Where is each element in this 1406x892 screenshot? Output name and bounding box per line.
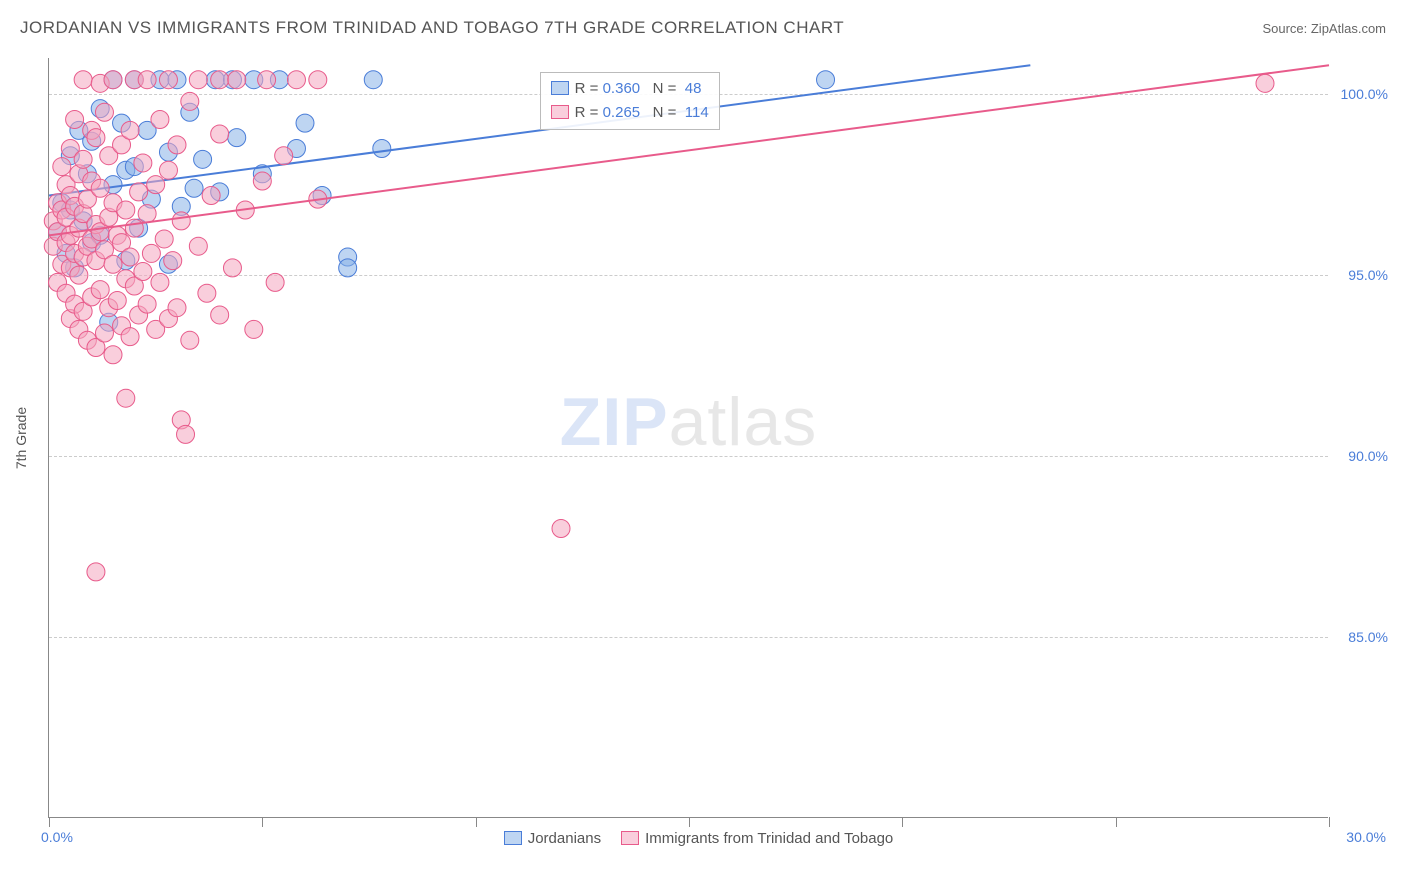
data-point xyxy=(194,150,212,168)
scatter-plot xyxy=(49,58,1328,817)
legend-row: R = 0.265 N = 114 xyxy=(551,101,709,125)
y-tick-label: 85.0% xyxy=(1348,629,1388,645)
legend-swatch xyxy=(504,831,522,845)
data-point xyxy=(108,291,126,309)
data-point xyxy=(87,129,105,147)
stats-legend: R = 0.360 N = 48R = 0.265 N = 114 xyxy=(540,72,720,130)
data-point xyxy=(121,248,139,266)
data-point xyxy=(211,306,229,324)
data-point xyxy=(266,273,284,291)
data-point xyxy=(159,71,177,89)
chart-title: JORDANIAN VS IMMIGRANTS FROM TRINIDAD AN… xyxy=(20,18,844,38)
data-point xyxy=(147,176,165,194)
data-point xyxy=(202,187,220,205)
legend-swatch xyxy=(551,105,569,119)
data-point xyxy=(189,237,207,255)
data-point xyxy=(253,172,271,190)
data-point xyxy=(87,563,105,581)
data-point xyxy=(228,71,246,89)
data-point xyxy=(74,150,92,168)
data-point xyxy=(211,125,229,143)
data-point xyxy=(66,111,84,129)
data-point xyxy=(223,259,241,277)
data-point xyxy=(211,71,229,89)
x-tick xyxy=(689,817,690,827)
x-tick xyxy=(476,817,477,827)
legend-label: Jordanians xyxy=(528,830,601,847)
data-point xyxy=(134,263,152,281)
y-tick-label: 90.0% xyxy=(1348,448,1388,464)
data-point xyxy=(552,519,570,537)
data-point xyxy=(339,259,357,277)
x-tick xyxy=(902,817,903,827)
data-point xyxy=(125,219,143,237)
x-tick xyxy=(1116,817,1117,827)
data-point xyxy=(138,71,156,89)
x-tick xyxy=(262,817,263,827)
data-point xyxy=(185,179,203,197)
data-point xyxy=(91,281,109,299)
data-point xyxy=(104,346,122,364)
x-tick xyxy=(1329,817,1330,827)
data-point xyxy=(121,121,139,139)
data-point xyxy=(177,425,195,443)
plot-area: 7th Grade 85.0%90.0%95.0%100.0% ZIPatlas… xyxy=(48,58,1328,818)
data-point xyxy=(817,71,835,89)
data-point xyxy=(121,328,139,346)
data-point xyxy=(309,71,327,89)
data-point xyxy=(74,71,92,89)
data-point xyxy=(104,255,122,273)
data-point xyxy=(258,71,276,89)
data-point xyxy=(91,179,109,197)
legend-label: Immigrants from Trinidad and Tobago xyxy=(645,830,893,847)
data-point xyxy=(373,139,391,157)
data-point xyxy=(70,266,88,284)
data-point xyxy=(134,154,152,172)
data-point xyxy=(151,111,169,129)
data-point xyxy=(198,284,216,302)
data-point xyxy=(181,92,199,110)
data-point xyxy=(138,205,156,223)
source-label: Source: ZipAtlas.com xyxy=(1262,21,1386,36)
y-tick-label: 95.0% xyxy=(1348,267,1388,283)
data-point xyxy=(287,71,305,89)
data-point xyxy=(138,295,156,313)
data-point xyxy=(164,252,182,270)
data-point xyxy=(104,71,122,89)
y-tick-label: 100.0% xyxy=(1341,86,1388,102)
data-point xyxy=(228,129,246,147)
data-point xyxy=(168,299,186,317)
data-point xyxy=(95,324,113,342)
data-point xyxy=(151,273,169,291)
chart-container: 7th Grade 85.0%90.0%95.0%100.0% ZIPatlas… xyxy=(48,48,1388,838)
data-point xyxy=(245,320,263,338)
legend-swatch xyxy=(621,831,639,845)
data-point xyxy=(275,147,293,165)
data-point xyxy=(364,71,382,89)
data-point xyxy=(189,71,207,89)
data-point xyxy=(155,230,173,248)
data-point xyxy=(142,244,160,262)
legend-swatch xyxy=(551,81,569,95)
data-point xyxy=(117,389,135,407)
data-point xyxy=(296,114,314,132)
y-axis-label: 7th Grade xyxy=(13,406,29,468)
data-point xyxy=(117,201,135,219)
data-point xyxy=(53,158,71,176)
x-max-label: 30.0% xyxy=(1346,829,1386,845)
data-point xyxy=(1256,74,1274,92)
series-legend: Jordanians Immigrants from Trinidad and T… xyxy=(49,830,1328,847)
legend-row: R = 0.360 N = 48 xyxy=(551,77,709,101)
data-point xyxy=(95,103,113,121)
data-point xyxy=(159,161,177,179)
data-point xyxy=(130,183,148,201)
data-point xyxy=(168,136,186,154)
data-point xyxy=(172,212,190,230)
x-tick xyxy=(49,817,50,827)
data-point xyxy=(181,331,199,349)
